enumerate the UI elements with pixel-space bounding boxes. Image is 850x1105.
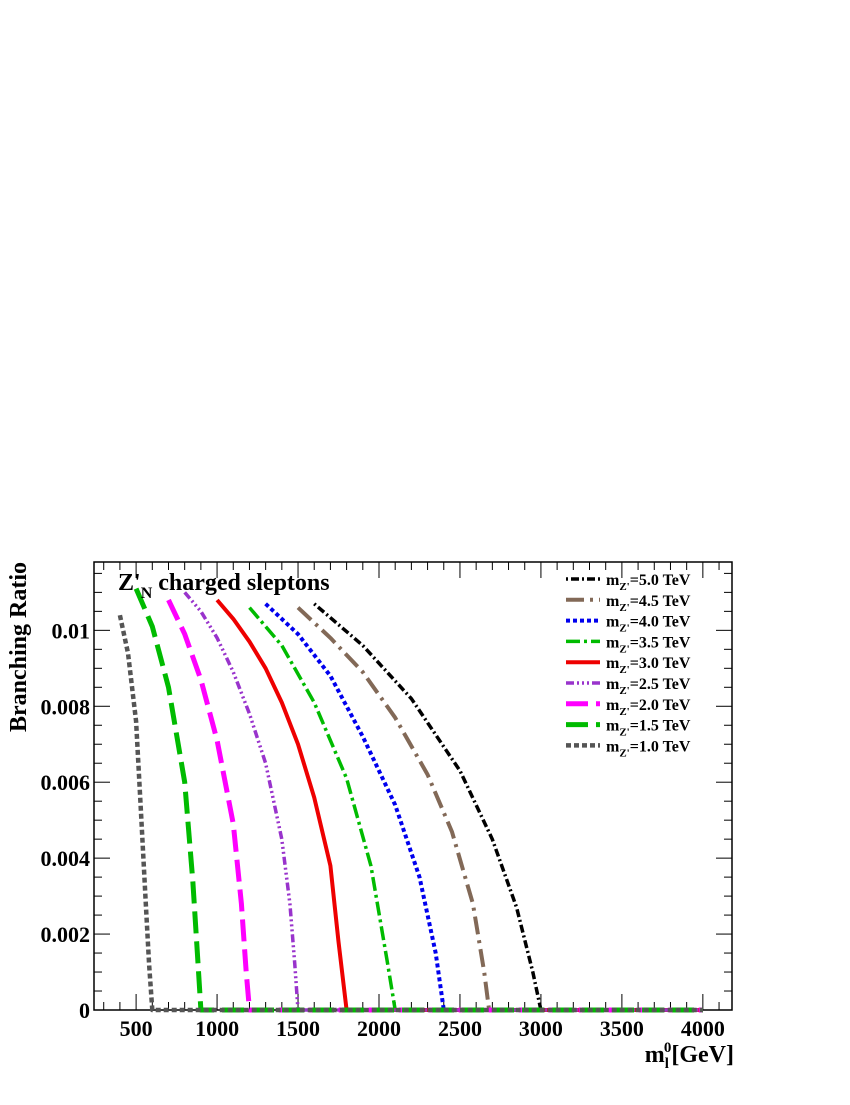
x-tick-label: 1500 [276, 1016, 320, 1041]
legend-entry: mZ'=2.0 TeV [606, 697, 691, 718]
series-line [264, 602, 703, 1012]
legend-entry: mZ'=4.5 TeV [606, 593, 691, 614]
series-line [313, 602, 703, 1012]
y-tick-label: 0 [79, 998, 90, 1023]
x-tick-label: 3500 [600, 1016, 644, 1041]
x-axis-title: ml0[GeV] [645, 1040, 734, 1072]
y-tick-label: 0.004 [41, 846, 91, 871]
y-axis-title: Branching Ratio [6, 562, 32, 732]
series-line [133, 587, 703, 1013]
series-line [117, 614, 703, 1013]
x-tick-label: 2000 [357, 1016, 401, 1041]
legend-entry: mZ'=1.5 TeV [606, 718, 691, 739]
x-tick-label: 2500 [438, 1016, 482, 1041]
x-tick-label: 500 [120, 1016, 153, 1041]
legend-entry: mZ'=5.0 TeV [606, 572, 691, 593]
legend-entry: mZ'=4.0 TeV [606, 614, 691, 635]
legend-entry: mZ'=3.0 TeV [606, 655, 691, 676]
plot-title: Z'N charged sleptons [118, 570, 330, 602]
legend-entry: mZ'=2.5 TeV [606, 676, 691, 697]
legend-entry: mZ'=3.5 TeV [606, 634, 691, 655]
y-tick-label: 0.008 [41, 694, 91, 719]
x-tick-label: 3000 [519, 1016, 563, 1041]
y-tick-label: 0.006 [41, 770, 91, 795]
series-line [166, 598, 703, 1013]
series-line [215, 598, 703, 1012]
series-line [296, 606, 703, 1012]
legend-entry: mZ'=1.0 TeV [606, 738, 691, 759]
series-line [248, 606, 703, 1012]
y-tick-label: 0.01 [52, 618, 91, 643]
x-tick-label: 1000 [195, 1016, 239, 1041]
y-tick-label: 0.002 [41, 922, 91, 947]
x-tick-label: 4000 [681, 1016, 725, 1041]
